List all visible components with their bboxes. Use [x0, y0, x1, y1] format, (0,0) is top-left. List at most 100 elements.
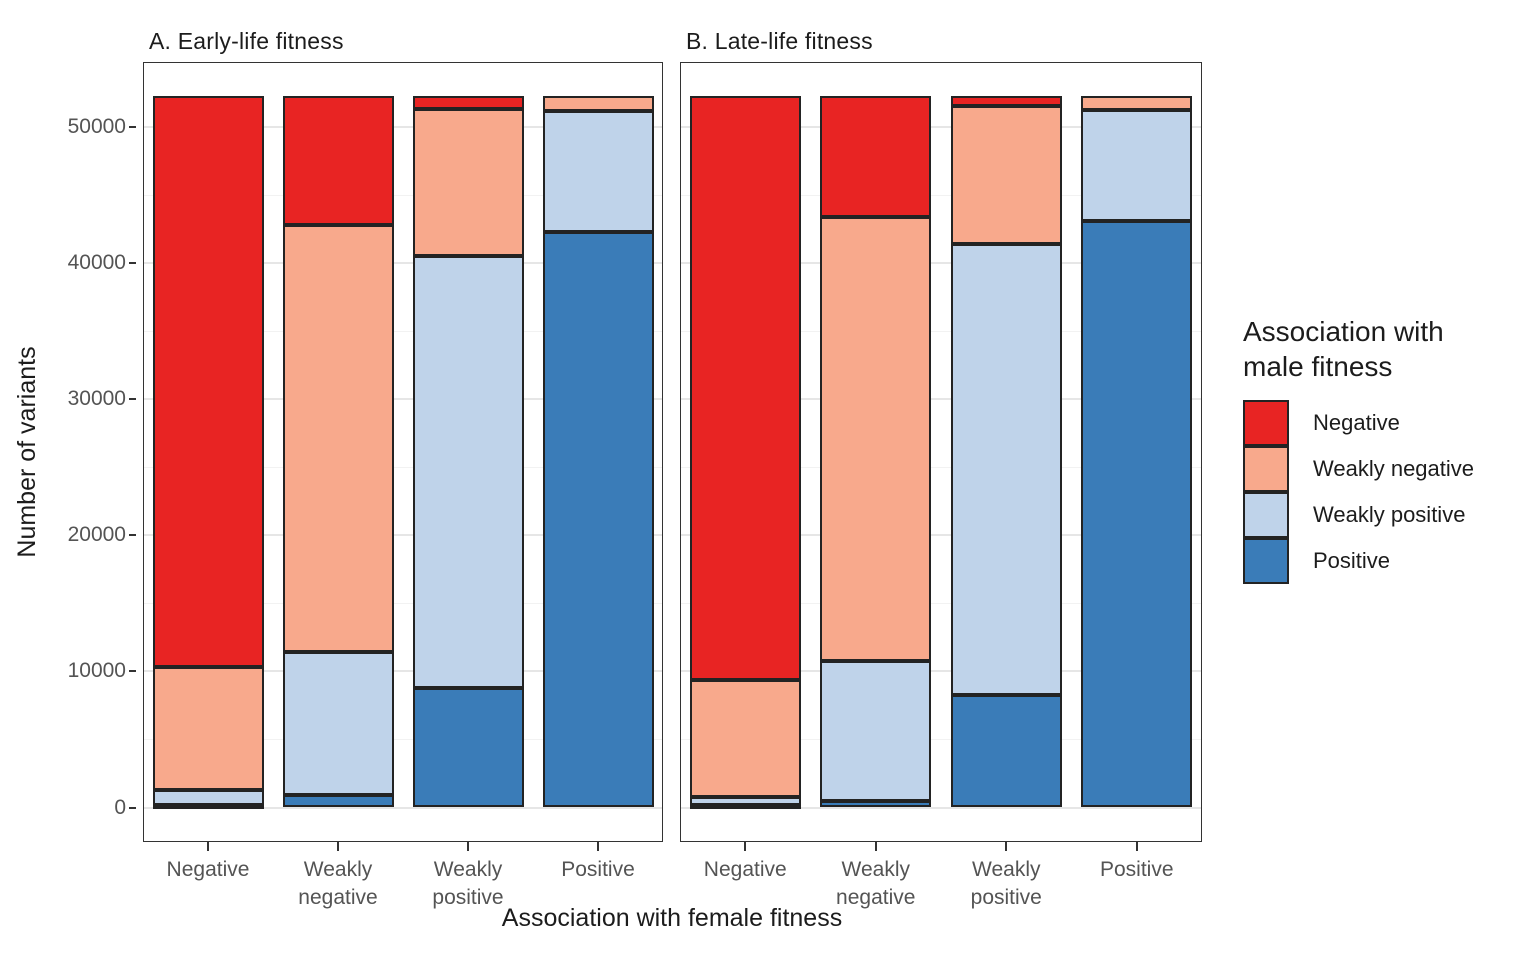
x-tick-label: Negative: [703, 858, 787, 881]
bar-segment-positive: [1081, 221, 1193, 808]
bar-segment-weakly-negative: [820, 217, 932, 661]
legend-item-label: Negative: [1313, 410, 1400, 435]
gridline-minor: [680, 739, 1202, 741]
gridline-major: [143, 534, 663, 537]
bar-segment-negative: [282, 96, 394, 226]
stacked-bar-positive: [1081, 96, 1193, 808]
y-tick-mark: [129, 670, 136, 673]
bar-segment-positive: [282, 795, 394, 808]
x-tick-label: Weakly positive: [432, 858, 504, 909]
gridline-major: [143, 262, 663, 265]
gridline-major: [143, 398, 663, 401]
stacked-bar-weakly-negative: [820, 96, 932, 808]
panel-late-life: Negative Weakly negative Weakly positive Po…: [680, 28, 1202, 909]
y-tick-label: 0: [114, 795, 126, 819]
gridline-major: [680, 670, 1202, 673]
x-tick-mark: [597, 842, 599, 851]
x-tick-label: Weakly negative: [836, 858, 916, 909]
bar-segment-positive: [152, 804, 264, 809]
gridline-minor: [680, 603, 1202, 605]
gridline-major: [680, 534, 1202, 537]
y-tick-label: 50000: [67, 115, 126, 139]
x-tick-mark: [744, 842, 747, 851]
bar-segment-weakly-negative: [1081, 96, 1193, 110]
legend-key-swatch: [1243, 400, 1289, 446]
y-tick-label: 30000: [67, 387, 126, 411]
legend-key-swatch: [1243, 538, 1289, 584]
x-tick-label: Positive: [561, 858, 635, 881]
y-tick-mark: [129, 534, 136, 537]
legend-item-negative: Negative: [1243, 400, 1535, 446]
legend: Association with male fitness Negative We…: [1243, 314, 1535, 584]
gridline-major: [680, 126, 1202, 129]
bar-segment-negative: [820, 96, 932, 218]
gridline-minor: [143, 467, 663, 469]
x-tick-label: Positive: [1099, 858, 1174, 881]
bar-segment-weakly-positive: [689, 796, 801, 805]
bar-segment-weakly-positive: [820, 660, 932, 801]
legend-item-label: Weakly negative: [1313, 456, 1475, 481]
y-tick-label: 40000: [67, 251, 126, 275]
bar-segment-negative: [412, 96, 524, 109]
gridline-minor: [143, 603, 663, 605]
gridline-minor: [680, 467, 1202, 469]
gridline-minor: [680, 331, 1202, 333]
bar-segment-weakly-positive: [542, 110, 654, 233]
x-tick-label: Weakly negative: [298, 858, 378, 909]
bar-segment-weakly-positive: [1081, 109, 1193, 222]
bar-segment-weakly-positive: [152, 789, 264, 805]
legend-item-label: Weakly positive: [1313, 502, 1466, 527]
gridline-major: [143, 806, 663, 809]
bar-segment-weakly-negative: [282, 225, 394, 653]
stacked-bar-weakly-positive: [412, 96, 524, 808]
x-tick-mark: [1135, 842, 1138, 851]
y-tick-mark: [129, 126, 136, 129]
bar-segment-positive: [820, 800, 932, 808]
bar-segment-weakly-positive: [950, 244, 1062, 695]
x-tick-mark: [874, 842, 877, 851]
x-tick-mark: [467, 842, 469, 851]
panel-title: A. Early-life fitness: [149, 28, 344, 54]
y-tick-label: 20000: [67, 523, 126, 547]
x-tick-mark: [207, 842, 209, 851]
legend-key-swatch: [1243, 446, 1289, 492]
legend-item-weakly-negative: Weakly negative: [1243, 446, 1535, 492]
y-tick-mark: [129, 398, 136, 401]
bar-segment-weakly-positive: [412, 255, 524, 688]
bar-segment-positive: [950, 694, 1062, 808]
stacked-bar-negative: [689, 96, 801, 809]
panel-early-life: Negative Weakly negative Weakly positive Po…: [143, 28, 663, 909]
y-axis-title: Number of variants: [13, 346, 41, 558]
gridline-major: [143, 126, 663, 129]
bar-segment-weakly-negative: [689, 679, 801, 797]
stacked-bar-weakly-positive: [950, 96, 1062, 808]
bar-segment-negative: [950, 96, 1062, 106]
x-tick-mark: [337, 842, 339, 851]
panel-title: B. Late-life fitness: [686, 28, 873, 54]
legend-item-positive: Positive: [1243, 538, 1535, 584]
bar-segment-weakly-positive: [282, 652, 394, 796]
gridline-minor: [680, 195, 1202, 197]
x-axis-title: Association with female fitness: [501, 904, 843, 932]
x-tick-label: Weakly positive: [970, 858, 1042, 909]
gridline-major: [680, 262, 1202, 265]
bar-segment-positive: [689, 804, 801, 809]
legend-items: Negative Weakly negative Weakly positive Po…: [1243, 400, 1535, 584]
x-tick-label: Negative: [166, 858, 250, 881]
stacked-bar-negative: [152, 96, 264, 809]
gridline-major: [143, 670, 663, 673]
stacked-bar-weakly-negative: [282, 96, 394, 808]
bar-segment-weakly-negative: [542, 96, 654, 111]
gridline-minor: [143, 195, 663, 197]
bar-segment-weakly-negative: [950, 105, 1062, 245]
gridline-major: [680, 806, 1202, 809]
legend-key-swatch: [1243, 492, 1289, 538]
legend-item-weakly-positive: Weakly positive: [1243, 492, 1535, 538]
x-tick-mark: [1005, 842, 1008, 851]
bar-segment-weakly-negative: [412, 108, 524, 256]
gridline-major: [680, 398, 1202, 401]
bar-segment-negative: [689, 96, 801, 680]
stacked-bar-positive: [542, 96, 654, 808]
bar-segment-negative: [152, 96, 264, 668]
bar-segment-weakly-negative: [152, 667, 264, 790]
